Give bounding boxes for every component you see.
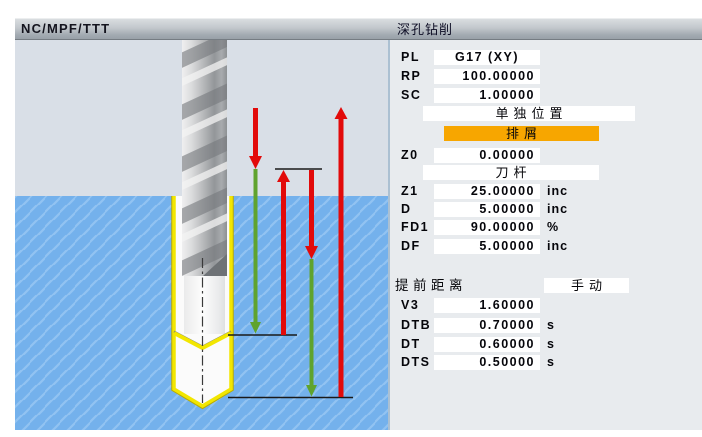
param-label-pl: PL: [401, 50, 420, 64]
param-row-rp: RP 100.00000: [390, 69, 702, 84]
param-row-v3: V3 1.60000: [390, 298, 702, 313]
param-label-d: D: [401, 202, 412, 216]
param-label-fd1: FD1: [401, 220, 430, 234]
machining-type-field-selected[interactable]: 排屑: [444, 126, 599, 141]
sc-field[interactable]: 1.00000: [434, 88, 540, 103]
dts-field[interactable]: 0.50000: [434, 355, 540, 370]
dt-unit: s: [547, 337, 555, 351]
param-label-df: DF: [401, 239, 421, 253]
param-row-shank: 刀杆: [390, 165, 702, 180]
z1-field[interactable]: 25.00000: [434, 184, 540, 199]
df-field[interactable]: 5.00000: [434, 239, 540, 254]
param-row-advance: 提前距离 手动: [390, 278, 702, 293]
param-label-dt: DT: [401, 337, 421, 351]
param-label-v3: V3: [401, 298, 420, 312]
v3-field[interactable]: 1.60000: [434, 298, 540, 313]
df-unit: inc: [547, 239, 569, 253]
param-row-position-mode: 单独位置: [390, 106, 702, 121]
param-label-z1: Z1: [401, 184, 419, 198]
program-path: NC/MPF/TTT: [21, 21, 111, 36]
d-field[interactable]: 5.00000: [434, 202, 540, 217]
param-label-sc: SC: [401, 88, 422, 102]
param-row-fd1: FD1 90.00000 %: [390, 220, 702, 235]
param-label-dts: DTS: [401, 355, 431, 369]
advance-distance-label: 提前距离: [395, 278, 467, 293]
pl-field[interactable]: G17 (XY): [434, 50, 540, 65]
dtb-unit: s: [547, 318, 555, 332]
tool-shank-field[interactable]: 刀杆: [423, 165, 599, 180]
param-row-z1: Z1 25.00000 inc: [390, 184, 702, 199]
position-pattern-field[interactable]: 单独位置: [423, 106, 635, 121]
param-row-sc: SC 1.00000: [390, 88, 702, 103]
dt-field[interactable]: 0.60000: [434, 337, 540, 352]
drill-bit: [173, 40, 232, 403]
drill-diagram-svg: [15, 40, 388, 430]
param-row-dt: DT 0.60000 s: [390, 337, 702, 352]
d-unit: inc: [547, 202, 569, 216]
fd1-field[interactable]: 90.00000: [434, 220, 540, 235]
advance-mode-field[interactable]: 手动: [544, 278, 629, 293]
dts-unit: s: [547, 355, 555, 369]
param-row-dts: DTS 0.50000 s: [390, 355, 702, 370]
param-label-rp: RP: [401, 69, 422, 83]
cycle-title: 深孔钻削: [397, 22, 454, 37]
parameter-panel: PL G17 (XY) RP 100.00000 SC 1.00000 单独位置…: [388, 40, 702, 430]
param-row-z0: Z0 0.00000: [390, 148, 702, 163]
header-bar: NC/MPF/TTT 深孔钻削: [15, 18, 702, 40]
param-row-dtb: DTB 0.70000 s: [390, 318, 702, 333]
param-label-z0: Z0: [401, 148, 419, 162]
z1-unit: inc: [547, 184, 569, 198]
param-row-df: DF 5.00000 inc: [390, 239, 702, 254]
drilling-cycle-diagram: [15, 40, 388, 430]
dimension-arrows: [249, 107, 348, 397]
param-row-pl: PL G17 (XY): [390, 50, 702, 65]
param-label-dtb: DTB: [401, 318, 432, 332]
fd1-unit: %: [547, 220, 560, 234]
rp-field[interactable]: 100.00000: [434, 69, 540, 84]
cycle-window: NC/MPF/TTT 深孔钻削: [15, 18, 702, 430]
dtb-field[interactable]: 0.70000: [434, 318, 540, 333]
z0-field[interactable]: 0.00000: [434, 148, 540, 163]
param-row-d: D 5.00000 inc: [390, 202, 702, 217]
param-row-machining-type: 排屑: [390, 126, 702, 141]
